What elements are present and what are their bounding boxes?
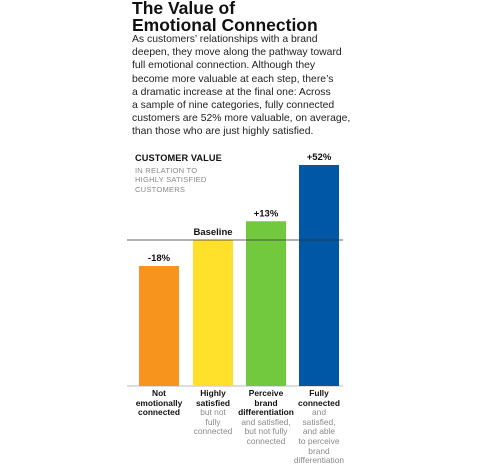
category-note-line: connected bbox=[246, 435, 286, 446]
category-name-line: Fully bbox=[309, 388, 329, 398]
category-name-line: emotionally bbox=[135, 397, 183, 408]
category-note-line: but not bbox=[200, 407, 226, 418]
data-label: +52% bbox=[307, 152, 332, 163]
category-note-line: to perceive bbox=[298, 435, 340, 446]
category-note-line: and able bbox=[302, 426, 336, 437]
category-name-line: Perceive bbox=[248, 388, 284, 398]
category-name-line: differentiation bbox=[238, 407, 294, 418]
category-note-line: brand bbox=[308, 445, 330, 456]
category-note-line: fully bbox=[205, 416, 221, 427]
sublabel-line: HIGHLY SATISFIED bbox=[135, 175, 207, 185]
intro-line: become more valuable at each step, there… bbox=[132, 73, 334, 85]
data-label: Baseline bbox=[193, 227, 232, 238]
category-note-line: but not fully bbox=[244, 426, 288, 437]
category-label: Not emotionally connected bbox=[127, 388, 191, 418]
customer-value-sublabel: IN RELATION TO HIGHLY SATISFIED CUSTOMER… bbox=[135, 166, 245, 194]
intro-line: a dramatic increase at the final one: Ac… bbox=[132, 86, 331, 98]
intro-line: than those who are just highly satisfied… bbox=[132, 126, 314, 138]
category-name-line: satisfied bbox=[196, 397, 230, 408]
category-label: Highly satisfied but not fully connected bbox=[181, 388, 245, 437]
sublabel-line: CUSTOMERS bbox=[135, 184, 186, 194]
bar bbox=[193, 240, 233, 386]
category-note-line: connected bbox=[193, 426, 233, 437]
title-line-2: Emotional Connection bbox=[132, 15, 318, 35]
customer-value-label: CUSTOMER VALUE bbox=[135, 153, 222, 163]
category-name-line: connected bbox=[138, 407, 180, 418]
intro-line: customers are 52% more valuable, on aver… bbox=[132, 113, 351, 125]
category-name-line: connected bbox=[298, 397, 340, 408]
category-label: Fully connected and satisfied, and able to pe… bbox=[287, 388, 351, 466]
intro-line: full emotional connection. Although they bbox=[132, 60, 316, 72]
category-name-line: Highly bbox=[200, 388, 226, 398]
bar bbox=[246, 221, 286, 386]
chart-title: The Value of Emotional Connection bbox=[132, 0, 352, 34]
category-name-line: Not bbox=[152, 388, 166, 398]
category-note-line: differentiation bbox=[293, 455, 345, 466]
bar bbox=[139, 265, 179, 386]
intro-paragraph: As customers’ relationships with a brand… bbox=[132, 33, 364, 139]
category-name-line: brand bbox=[254, 397, 278, 408]
intro-line: deepen, they move along the pathway towa… bbox=[132, 47, 342, 59]
bar bbox=[299, 165, 339, 386]
category-note-line: satisfied, bbox=[302, 416, 336, 427]
category-note-line: and satisfied, bbox=[241, 416, 291, 427]
data-label: -18% bbox=[148, 253, 171, 264]
data-label: +13% bbox=[254, 208, 279, 219]
sublabel-line: IN RELATION TO bbox=[135, 166, 198, 175]
category-note-line: and bbox=[312, 407, 326, 418]
category-label: Perceive brand differentiation and satisfie… bbox=[234, 388, 298, 447]
intro-line: a sample of nine categories, fully conne… bbox=[132, 100, 335, 112]
title-line-1: The Value of bbox=[132, 0, 236, 18]
intro-line: As customers’ relationships with a brand bbox=[132, 34, 318, 45]
